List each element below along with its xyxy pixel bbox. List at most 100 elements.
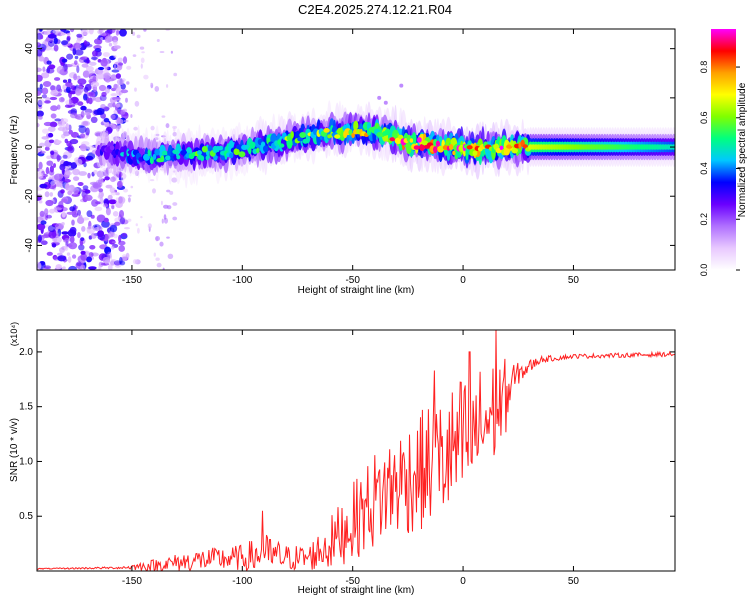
heatmap-cell: [40, 220, 47, 225]
heatmap-cell: [37, 234, 43, 242]
heatmap-cell: [384, 128, 391, 136]
heatmap-cell: [126, 81, 130, 85]
heatmap-cell: [103, 72, 111, 79]
heatmap-cell: [49, 192, 53, 197]
heatmap-cell: [394, 137, 402, 144]
heatmap-cell: [117, 57, 124, 63]
heatmap-cell: [290, 131, 294, 139]
colorbar-tick-label: 0.4: [699, 162, 709, 175]
heatmap-cell: [98, 265, 102, 270]
heatmap-cell: [139, 46, 145, 50]
heatmap-cell: [57, 252, 63, 256]
snr-x-tick-label: 0: [460, 576, 466, 587]
heatmap-cell: [244, 144, 250, 150]
heatmap-cell: [105, 35, 114, 42]
heatmap-cell: [96, 179, 105, 184]
heatmap-cell: [45, 199, 54, 207]
heatmap-cell: [110, 245, 115, 250]
heatmap-cell: [39, 210, 45, 217]
heatmap-cell: [104, 234, 110, 242]
heatmap-cell: [47, 225, 56, 233]
heatmap-cell: [132, 31, 136, 36]
heatmap-cell: [154, 148, 160, 156]
heatmap-cell: [90, 116, 98, 124]
heatmap-cell: [143, 74, 149, 80]
heatmap-cell: [94, 227, 100, 231]
heatmap-cell: [159, 51, 165, 53]
heatmap-cell: [96, 107, 105, 115]
heatmap-cell: [86, 230, 92, 234]
heatmap-cell: [74, 60, 78, 65]
heatmap-cell: [121, 232, 128, 237]
heatmap-cell: [50, 89, 59, 96]
heatmap-cell: [53, 163, 56, 168]
heatmap-cell: [80, 237, 85, 242]
heatmap-cell: [169, 190, 174, 195]
heatmap-cell: [42, 81, 52, 87]
snr-x-label: Height of straight line (km): [298, 585, 415, 596]
heatmap-cell: [37, 195, 42, 201]
heatmap-cell: [117, 117, 121, 125]
heatmap-cell: [62, 154, 68, 159]
heatmap-cell: [111, 69, 120, 73]
heatmap-cell: [166, 84, 169, 88]
heatmap-cell: [81, 120, 90, 127]
heatmap-cell: [80, 105, 87, 111]
heatmap-cell: [83, 93, 88, 101]
heatmap-y-tick-label: 0: [24, 144, 35, 150]
heatmap-cell: [100, 37, 104, 41]
heatmap-cell: [80, 250, 86, 255]
heatmap-cell: [165, 155, 171, 161]
heatmap-cell: [70, 29, 75, 33]
heatmap-cell: [71, 219, 75, 226]
heatmap-cell: [108, 199, 118, 205]
heatmap-cell: [37, 172, 44, 179]
heatmap-cell: [97, 230, 104, 238]
heatmap-cell: [85, 155, 94, 161]
snr-y-label: SNR (10 * v/v): [9, 418, 20, 482]
heatmap-y-tick-label: -20: [24, 189, 35, 204]
heatmap-cell: [334, 134, 341, 139]
heatmap-cell: [98, 226, 103, 231]
heatmap-cell: [96, 170, 105, 178]
heatmap-cell: [233, 148, 240, 156]
heatmap-cell: [86, 57, 90, 64]
heatmap-cell: [91, 199, 99, 207]
heatmap-y-tick-label: 20: [24, 92, 35, 104]
heatmap-cell: [104, 176, 110, 181]
heatmap-cell: [67, 190, 73, 196]
heatmap-cell: [45, 67, 55, 74]
heatmap-cell: [85, 127, 90, 136]
heatmap-cell: [64, 245, 69, 251]
heatmap-cell: [70, 162, 78, 169]
heatmap-cell: [236, 144, 243, 150]
heatmap-cell: [299, 132, 307, 138]
heatmap-cell: [46, 214, 52, 219]
heatmap-cell: [116, 78, 125, 86]
heatmap-x-tick-label: -150: [122, 275, 142, 286]
heatmap-cell: [159, 241, 164, 247]
heatmap-cell: [61, 40, 68, 46]
colorbar-tick-label: 0.0: [699, 264, 709, 277]
heatmap-y-ticks: -40 -20 0 20 40: [24, 43, 675, 253]
heatmap-cell: [56, 140, 62, 144]
heatmap-cell: [72, 254, 77, 259]
heatmap-cell: [398, 134, 404, 140]
heatmap-cell: [98, 84, 107, 92]
heatmap-cell: [37, 122, 40, 128]
heatmap-cell: [85, 65, 94, 72]
heatmap-cell: [37, 110, 44, 117]
heatmap-cell: [130, 185, 134, 189]
snr-y-tick-label: 0.5: [19, 511, 33, 522]
heatmap-x-tick-label: 50: [568, 275, 580, 286]
heatmap-cell: [61, 231, 69, 235]
heatmap-cell: [58, 97, 65, 103]
heatmap-cell: [197, 150, 202, 156]
heatmap-cell: [119, 260, 126, 266]
heatmap-cell: [107, 194, 113, 200]
heatmap-cell: [38, 56, 45, 62]
heatmap-cell: [107, 102, 114, 108]
heatmap-cell: [297, 136, 303, 142]
heatmap-cell: [110, 259, 116, 262]
heatmap-cell: [97, 66, 105, 71]
